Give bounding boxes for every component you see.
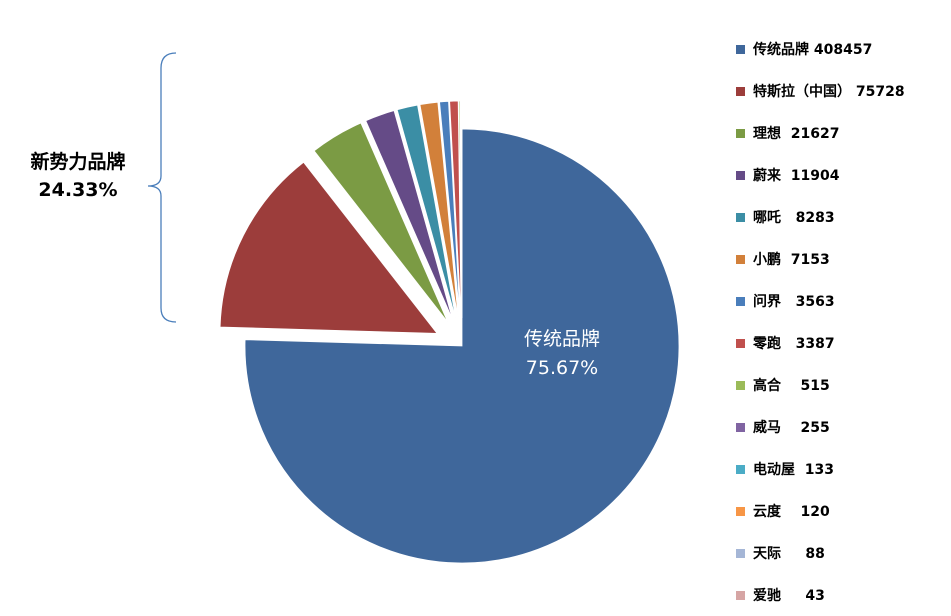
legend-item: 威马 255: [736, 406, 905, 448]
legend-label: 云度 120: [753, 501, 830, 521]
legend-item: 电动屋 133: [736, 448, 905, 490]
legend-swatch: [736, 465, 745, 474]
legend-swatch: [736, 129, 745, 138]
group-label: 新势力品牌 24.33%: [8, 148, 148, 204]
legend-label: 传统品牌 408457: [753, 39, 872, 59]
legend-swatch: [736, 591, 745, 600]
legend-label: 理想 21627: [753, 123, 839, 143]
center-label-name: 传统品牌: [524, 328, 600, 350]
legend-item: 爱驰 43: [736, 574, 905, 616]
legend-item: 高合 515: [736, 364, 905, 406]
legend-label: 高合 515: [753, 375, 830, 395]
legend-label: 天际 88: [753, 543, 825, 563]
group-bracket: [148, 53, 176, 322]
legend-label: 蔚来 11904: [753, 165, 839, 185]
legend: 传统品牌 408457 特斯拉（中国） 75728 理想 21627 蔚来 11904…: [736, 28, 905, 616]
legend-item: 传统品牌 408457: [736, 28, 905, 70]
legend-swatch: [736, 213, 745, 222]
legend-label: 问界 3563: [753, 291, 835, 311]
pie-slices: [220, 101, 679, 563]
legend-label: 爱驰 43: [753, 585, 825, 605]
legend-swatch: [736, 423, 745, 432]
group-label-name: 新势力品牌: [8, 148, 148, 176]
legend-item: 特斯拉（中国） 75728: [736, 70, 905, 112]
legend-item: 天际 88: [736, 532, 905, 574]
legend-swatch: [736, 339, 745, 348]
legend-item: 零跑 3387: [736, 322, 905, 364]
legend-label: 小鹏 7153: [753, 249, 830, 269]
legend-item: 问界 3563: [736, 280, 905, 322]
legend-label: 威马 255: [753, 417, 830, 437]
legend-swatch: [736, 549, 745, 558]
legend-swatch: [736, 381, 745, 390]
legend-swatch: [736, 507, 745, 516]
legend-label: 特斯拉（中国） 75728: [753, 81, 905, 101]
group-label-percent: 24.33%: [8, 176, 148, 204]
center-label-percent: 75.67%: [526, 357, 598, 379]
legend-swatch: [736, 87, 745, 96]
legend-item: 小鹏 7153: [736, 238, 905, 280]
legend-swatch: [736, 171, 745, 180]
legend-item: 蔚来 11904: [736, 154, 905, 196]
legend-swatch: [736, 297, 745, 306]
legend-label: 零跑 3387: [753, 333, 835, 353]
legend-label: 电动屋 133: [753, 459, 834, 479]
legend-swatch: [736, 45, 745, 54]
legend-item: 云度 120: [736, 490, 905, 532]
legend-item: 哪吒 8283: [736, 196, 905, 238]
legend-label: 哪吒 8283: [753, 207, 835, 227]
legend-item: 理想 21627: [736, 112, 905, 154]
legend-swatch: [736, 255, 745, 264]
